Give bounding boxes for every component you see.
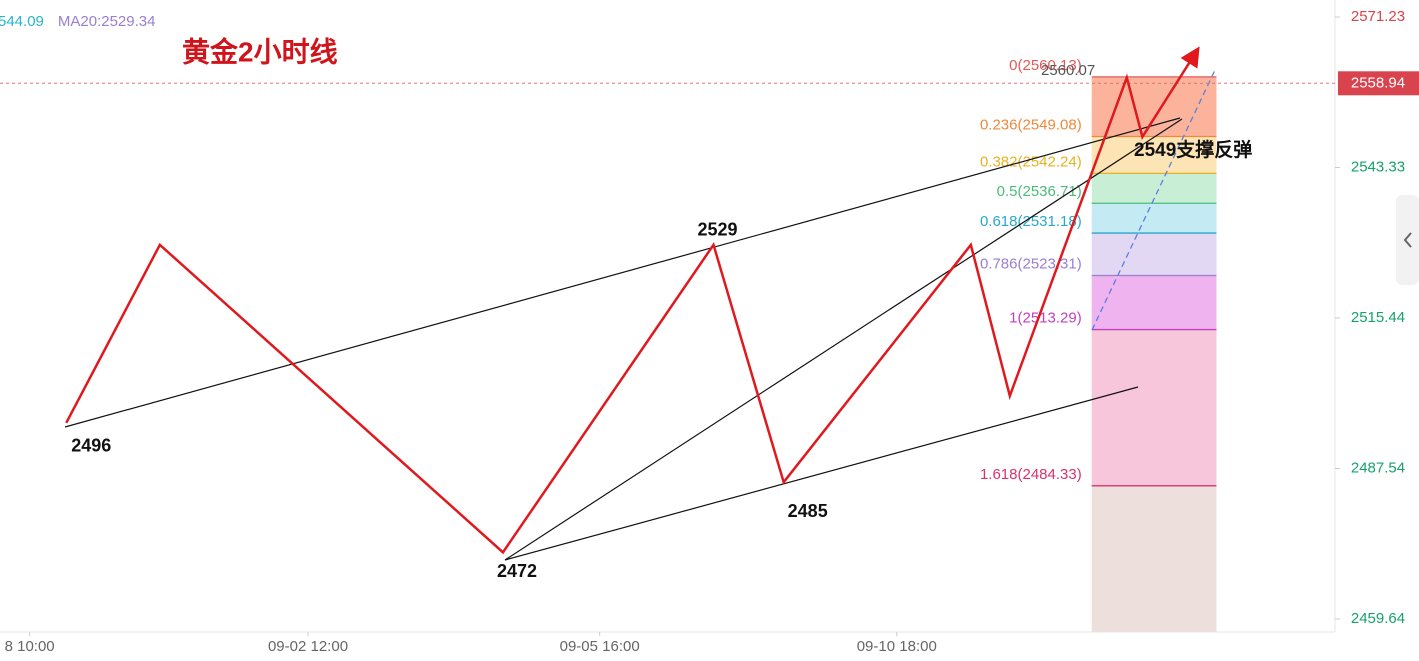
y-tick-label: 2487.54 <box>1351 459 1405 476</box>
x-tick-label: 8 10:00 <box>5 638 55 655</box>
collapse-button[interactable] <box>1396 195 1419 285</box>
indicator: 544.09 <box>0 13 44 30</box>
point-label: 2496 <box>71 436 111 456</box>
trend-lines <box>64 117 1183 561</box>
trend-line <box>504 386 1139 561</box>
point-label: 2529 <box>697 220 737 240</box>
fib-band <box>1091 233 1217 276</box>
y-tick-label: 2515.44 <box>1351 309 1405 326</box>
x-tick-label: 09-05 16:00 <box>560 638 640 655</box>
price-tag <box>1338 71 1419 96</box>
fib-band <box>1091 329 1217 486</box>
chart-title: 黄金2小时线 <box>182 35 338 67</box>
y-tick-label: 2543.33 <box>1351 158 1405 175</box>
indicator: MA20:2529.34 <box>58 13 156 30</box>
fib-label: 0.786(2523.31) <box>980 255 1082 272</box>
fib-label: 0.618(2531.18) <box>980 213 1082 230</box>
fib-label: 1(2513.29) <box>1009 310 1082 327</box>
fib-label: 0.236(2549.08) <box>980 116 1082 133</box>
x-tick-label: 09-10 18:00 <box>857 638 937 655</box>
y-tick-label: 2571.23 <box>1351 8 1405 25</box>
fib-label: 1.618(2484.33) <box>980 466 1082 483</box>
fib-band <box>1091 76 1217 137</box>
zigzag-line <box>65 46 1200 555</box>
trend-line <box>504 118 1183 561</box>
y-tick-label: 2459.64 <box>1351 610 1405 627</box>
annotation: 2560.07 <box>1041 62 1095 79</box>
fib-label: 0.382(2542.24) <box>980 153 1082 170</box>
trend-line <box>64 117 1181 428</box>
fib-band <box>1091 203 1217 234</box>
price-label: 2558.94 <box>1351 74 1405 91</box>
x-tick-label: 09-02 12:00 <box>268 638 348 655</box>
fib-band <box>1091 136 1217 174</box>
fib-label: 0.5(2536.71) <box>997 183 1082 200</box>
fib-band <box>1091 275 1217 330</box>
dashed-line <box>1091 69 1216 331</box>
point-label: 2472 <box>497 561 537 581</box>
collapse-icon <box>1403 232 1412 248</box>
point-label: 2485 <box>788 501 828 521</box>
fib-band <box>1091 485 1217 632</box>
fib-label: 0(2560.13) <box>1009 57 1082 74</box>
annotation: 2549支撑反弹 <box>1134 138 1252 161</box>
